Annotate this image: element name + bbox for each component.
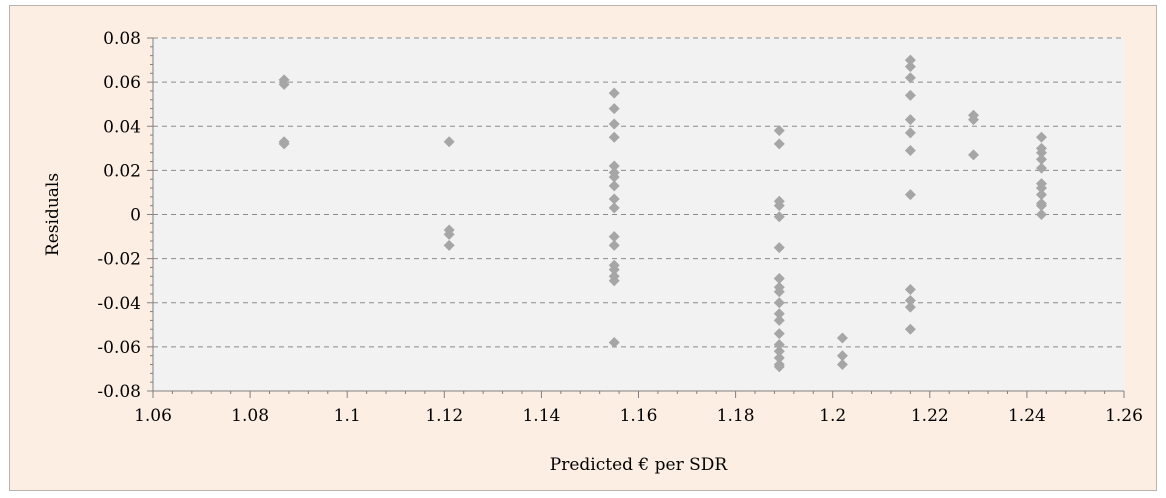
data-point xyxy=(836,332,848,344)
data-point xyxy=(608,231,620,243)
data-point xyxy=(773,314,785,326)
data-point xyxy=(773,308,785,320)
data-point xyxy=(773,345,785,357)
data-point xyxy=(904,189,916,201)
data-point xyxy=(773,125,785,137)
data-point xyxy=(773,361,785,373)
data-point xyxy=(836,350,848,362)
data-point xyxy=(773,328,785,340)
data-point xyxy=(773,211,785,223)
data-point xyxy=(443,239,455,251)
data-point xyxy=(278,78,290,90)
data-point xyxy=(904,72,916,84)
data-point xyxy=(904,127,916,139)
data-point xyxy=(773,272,785,284)
x-tick-label: 1.18 xyxy=(717,406,755,426)
y-tick-label: 0 xyxy=(130,206,141,226)
data-point xyxy=(904,295,916,307)
y-tick-label: -0.08 xyxy=(97,382,141,402)
data-point xyxy=(608,264,620,276)
data-point xyxy=(608,239,620,251)
y-tick-label: 0.06 xyxy=(103,73,141,93)
data-point xyxy=(1035,147,1047,159)
data-point xyxy=(904,301,916,313)
axes xyxy=(147,37,1125,398)
data-point xyxy=(836,359,848,371)
x-tick-label: 1.08 xyxy=(231,406,269,426)
data-point xyxy=(608,180,620,192)
x-tick-label: 1.14 xyxy=(522,406,560,426)
y-tick-label: 0.04 xyxy=(103,117,141,137)
y-tick-label: 0.08 xyxy=(103,29,141,49)
y-tick-label: -0.02 xyxy=(97,250,141,270)
data-point xyxy=(967,114,979,126)
data-point xyxy=(1035,153,1047,165)
data-point xyxy=(278,138,290,150)
data-point xyxy=(608,336,620,348)
data-point xyxy=(608,275,620,287)
data-point xyxy=(1035,209,1047,220)
data-points xyxy=(278,54,1047,373)
x-tick-label: 1.2 xyxy=(819,406,846,426)
data-point xyxy=(608,103,620,115)
data-point xyxy=(608,118,620,130)
data-point xyxy=(608,131,620,143)
data-point xyxy=(1035,131,1047,143)
data-point xyxy=(443,136,455,148)
y-tick-label: -0.06 xyxy=(97,338,141,358)
data-point xyxy=(608,87,620,99)
data-point xyxy=(1035,200,1047,212)
data-point xyxy=(904,284,916,296)
data-point xyxy=(967,149,979,161)
data-point xyxy=(904,61,916,73)
data-point xyxy=(773,297,785,309)
data-point xyxy=(608,193,620,205)
data-point xyxy=(773,242,785,254)
data-point xyxy=(773,352,785,364)
plot-area xyxy=(153,38,1124,391)
data-point xyxy=(608,160,620,172)
data-point xyxy=(773,200,785,212)
x-axis-title: Predicted € per SDR xyxy=(550,455,729,475)
x-tick-label: 1.22 xyxy=(911,406,949,426)
data-point xyxy=(904,145,916,157)
x-tick-label: 1.1 xyxy=(334,406,361,426)
tick-labels: 0.08 0.06 0.04 0.02 0 -0.02 -0.04 -0.06 -0.08 1.0… xyxy=(97,29,1143,426)
data-point xyxy=(773,286,785,298)
x-tick-label: 1.26 xyxy=(1105,406,1143,426)
data-point xyxy=(1035,189,1047,201)
y-axis-title: Residuals xyxy=(43,173,63,256)
data-point xyxy=(904,323,916,335)
data-point xyxy=(608,202,620,214)
data-point xyxy=(443,228,455,240)
y-tick-label: 0.02 xyxy=(103,161,141,181)
x-tick-label: 1.24 xyxy=(1008,406,1046,426)
data-point xyxy=(773,138,785,150)
data-point xyxy=(904,54,916,66)
data-point xyxy=(1035,162,1047,174)
x-tick-label: 1.12 xyxy=(425,406,463,426)
x-tick-label: 1.16 xyxy=(620,406,658,426)
y-tick-label: -0.04 xyxy=(97,294,141,314)
data-point xyxy=(773,339,785,351)
data-point xyxy=(608,171,620,183)
data-point xyxy=(904,89,916,101)
data-point xyxy=(904,114,916,126)
data-point xyxy=(1035,182,1047,194)
x-tick-label: 1.06 xyxy=(134,406,172,426)
